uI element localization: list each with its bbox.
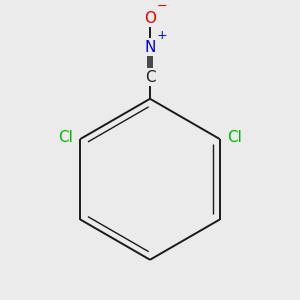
Text: C: C bbox=[145, 70, 155, 85]
Text: +: + bbox=[156, 29, 167, 42]
Text: O: O bbox=[144, 11, 156, 26]
Text: Cl: Cl bbox=[227, 130, 242, 145]
Text: Cl: Cl bbox=[58, 130, 73, 145]
Text: N: N bbox=[144, 40, 156, 55]
Text: −: − bbox=[156, 0, 167, 13]
